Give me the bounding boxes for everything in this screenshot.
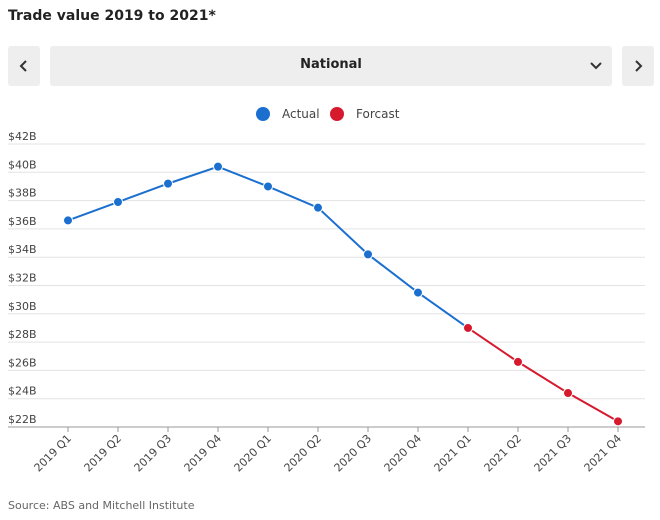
prev-icon — [19, 60, 27, 72]
data-point — [313, 202, 323, 213]
legend-label: Forcast — [356, 107, 400, 121]
data-point — [463, 322, 473, 333]
next-button[interactable] — [622, 46, 654, 86]
x-tick-label: 2021 Q3 — [532, 432, 575, 475]
x-tick-label: 2020 Q4 — [382, 432, 425, 475]
source: Source: ABS and Mitchell Institute — [8, 499, 195, 512]
y-tick-label: $22B — [8, 413, 37, 426]
y-tick-label: $26B — [8, 356, 37, 369]
y-tick-label: $36B — [8, 215, 37, 228]
x-tick-label: 2020 Q2 — [282, 432, 325, 475]
y-tick-label: $42B — [8, 130, 37, 143]
x-tick-label: 2020 Q3 — [332, 432, 375, 475]
legend-marker — [330, 107, 344, 121]
data-point — [263, 181, 273, 192]
dropdown-value: National — [300, 57, 362, 72]
data-point — [613, 416, 623, 427]
y-tick-label: $38B — [8, 187, 37, 200]
y-tick-label: $32B — [8, 272, 37, 285]
legend-marker — [256, 107, 270, 121]
x-tick-label: 2019 Q3 — [132, 432, 175, 475]
data-point — [363, 249, 373, 260]
data-point — [213, 161, 223, 172]
x-tick-label: 2019 Q4 — [182, 432, 225, 475]
x-tick-label: 2019 Q2 — [82, 432, 125, 475]
next-icon — [635, 60, 643, 72]
region-dropdown[interactable]: National — [50, 46, 612, 86]
x-tick-label: 2020 Q1 — [232, 432, 275, 475]
legend-label: Actual — [282, 107, 320, 121]
x-tick-label: 2021 Q2 — [482, 432, 525, 475]
dropdown-icon — [590, 62, 602, 70]
title: Trade value 2019 to 2021* — [8, 8, 216, 24]
y-tick-label: $30B — [8, 300, 37, 313]
chart: $22B $24B $26B $28B $30B $32B $34B $36B $38B $40B… — [8, 107, 645, 475]
x-tick-label: 2021 Q4 — [582, 432, 625, 475]
data-point — [563, 388, 573, 399]
data-point — [113, 197, 123, 208]
y-tick-label: $28B — [8, 328, 37, 341]
series-line — [467, 327, 619, 423]
data-point — [63, 215, 73, 226]
data-point — [513, 356, 523, 367]
data-point — [163, 178, 173, 189]
prev-button[interactable] — [8, 46, 40, 86]
data-point — [413, 287, 423, 298]
y-tick-label: $34B — [8, 243, 37, 256]
x-tick-label: 2021 Q1 — [432, 432, 475, 475]
y-tick-label: $40B — [8, 158, 37, 171]
y-tick-label: $24B — [8, 385, 37, 398]
x-tick-label: 2019 Q1 — [32, 432, 75, 475]
